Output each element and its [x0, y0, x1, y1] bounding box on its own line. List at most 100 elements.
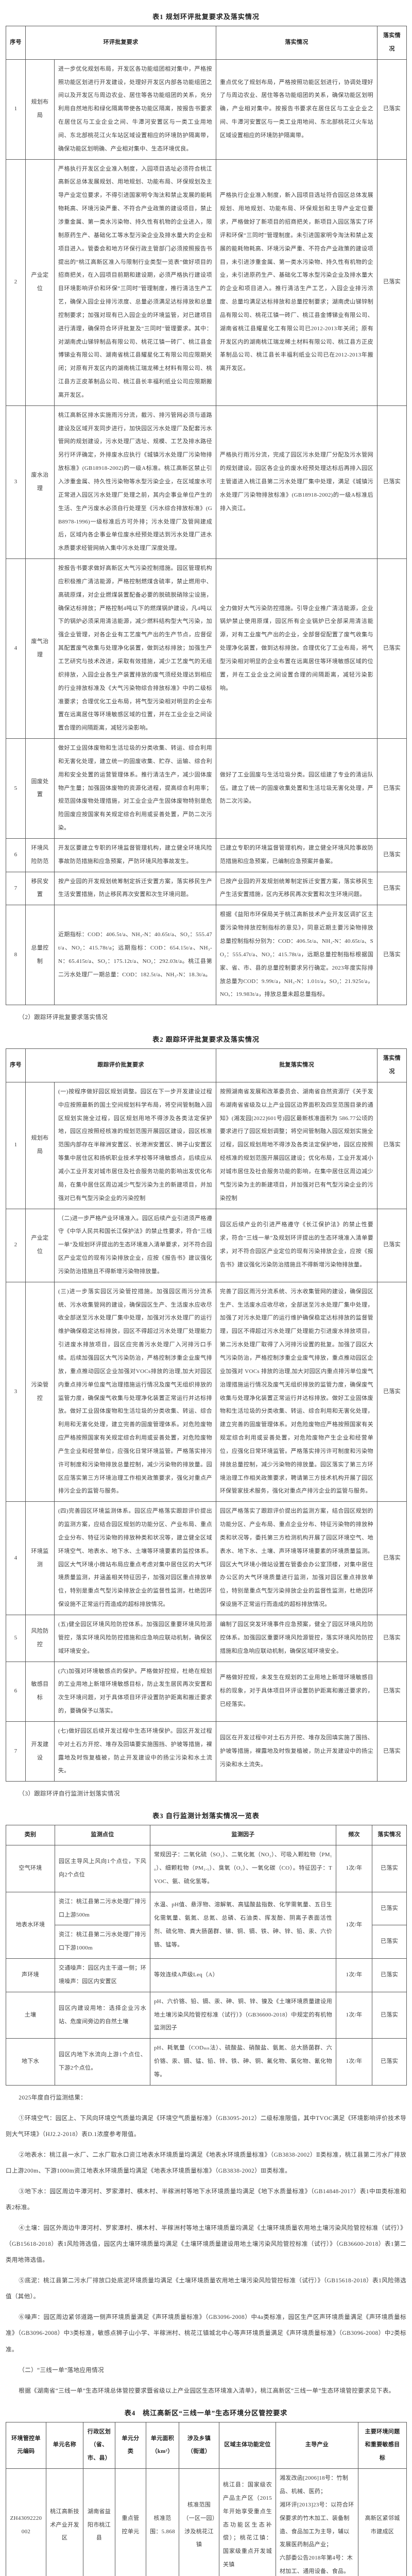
category: 空气环境 — [6, 1845, 55, 1892]
requirement: 桃江高新区排水实施雨污分流，截污、排污管网必须与道路建设及区域开发同步进行，加快… — [54, 405, 216, 560]
section-2-heading: （2）跟踪环评批复要求落实情况 — [19, 1014, 108, 1021]
category: 声环境 — [6, 1958, 55, 1992]
monitor-factor: pH、六价铬、铅、镉、汞、砷、铜、锌、镍及《土壤环境质量建设用地土壤污染风险管控… — [150, 1991, 336, 2039]
row-no: 2 — [6, 1208, 26, 1282]
implementation: 完善了园区雨污分流系统、污水收集管网的建设，确保园区生产、生活废水应收尽收，全部… — [216, 1281, 377, 1502]
table-row: 地表水环境 资江：桃江县第二污水处理厂排污口上游500m 水温、pH值、悬浮物、溶解… — [6, 1891, 407, 1959]
status: 已落实 — [377, 1501, 407, 1616]
monitor-factor: 等效连续A声级Leq（A） — [150, 1958, 336, 1992]
col-header: 落实情况 — [216, 26, 377, 60]
status: 已落实 — [372, 2038, 407, 2086]
status: 已落实 — [372, 1991, 407, 2039]
table1-title: 表1 规划环评批复要求及落实情况 — [152, 13, 260, 21]
row-no: 5 — [6, 738, 26, 839]
status: 已落实 — [377, 1615, 407, 1662]
table-3: 类别 监测点位 监测因子 频次 落实情况 空气环境 园区主导风上风向1个点位，下风向2个点位… — [6, 1825, 407, 2086]
frequency: 1次/年 — [336, 1845, 372, 1892]
table4-title: 表4 桃江高新区“三线一单”生态环境分区管控要求 — [124, 2409, 288, 2417]
implementation: 编制了园区突发环境事件应急预案，健全了园区环境风险防控体系。加强园区重要环境风险… — [216, 1615, 377, 1662]
row-no: 1 — [6, 1081, 26, 1209]
status: 已落实 — [377, 1661, 407, 1722]
unit-area: 核准范围：5.868 — [146, 2468, 179, 2576]
category: 固废处置 — [25, 738, 55, 839]
requirement: (七)做好园区后续开发过程中生态环境保护。园区开发过程中对土石方开挖、堆存及回填… — [54, 1721, 216, 1782]
monitor-result-surfacewater: ②地表水：桃江县一水厂、二水厂取水口资江地表水环境质量均满足《地表水环境质量标准… — [6, 2151, 406, 2175]
row-no: 3 — [6, 1281, 26, 1502]
col-header: 监测因子 — [150, 1825, 336, 1846]
requirement: 开发区要建立专职的环境监督管理机构，建立健全环境风险事故防范措施和应急预案，严防… — [54, 838, 216, 872]
requirement: 近期指标：COD：406.5t/a、NH₃-N：40.65t/a、SO₂：555… — [54, 905, 216, 1006]
monitor-result-heading: 2025年度自行监测结果： — [19, 2094, 87, 2101]
row-no: 6 — [6, 1661, 26, 1722]
requirement: 进一步优化规划布局，开发区各功能组团相对集中，严格按照功能区划进行开发建设，处理… — [54, 59, 216, 160]
table-1: 序号 环评批复要求 落实情况 落实情况 1 规划布局 进一步优化规划布局，开发区各功能组团相… — [6, 26, 407, 1006]
implementation: 严格执行企业准入制度，新入园项目选址符合园区总体发展规划、用地规划、功能布局、环… — [216, 159, 377, 406]
col-header: 序号 — [6, 1048, 26, 1082]
implementation: 严格执行雨污分流，完成了园区污水处理厂分配及污水管网的规划建设。园区各企业的废水… — [216, 405, 377, 560]
implementation: 园区后续产业的引进严格遵守《长江保护法》的禁止性要求，符合“三线一单”及规划环评… — [216, 1208, 377, 1282]
monitor-point: 交通噪声：园区内主干道一侧；环境噪声：园区内安置区 — [55, 1958, 150, 1992]
requirement: (三)进一步落实园区污染管控措施。加强园区雨污分流系统、污水收集管网的建设，确保… — [54, 1281, 216, 1502]
col-header: 单元名称 — [46, 2421, 83, 2469]
category: 环境监测 — [25, 1501, 55, 1616]
col-header: 单元分类 — [115, 2421, 146, 2469]
implementation: 园区严格落实了跟踪评价提出的监测方案，结合园区规划的功能分区、产业布局、重点企业… — [216, 1501, 377, 1616]
row-no: 4 — [6, 558, 26, 739]
monitor-factor: 常规因子：二氧化硫（SO₂）、二氧化氮（NO₂）、可吸入颗粒物（PM₁₀）、细颗… — [150, 1845, 336, 1892]
implementation: 严格做好控规，未发生在规划的工业用地上新增环境敏感目标的现象，对于具体项目环评设… — [216, 1661, 377, 1722]
col-header: 落实情况 — [377, 26, 407, 60]
category: 风险防控 — [25, 1615, 55, 1662]
col-header: 跟踪评价批复要求 — [25, 1048, 216, 1082]
table-row: 资江：桃江县第二污水处理厂排污口下游1000m 已落实 — [6, 1925, 407, 1959]
requirement: 做好工业固体废物和生活垃圾的分类收集、转运、综合利用和无害化处理，建立统一的固废… — [54, 738, 216, 839]
col-header: 序号 — [6, 26, 26, 60]
monitor-result-noise: ⑥噪声：园区周边紧邻道路一侧声环境质量满足《声环境质量标准》（GB3096-20… — [6, 2314, 406, 2353]
unit-name: 桃江高新技术产业开发区 — [46, 2468, 83, 2576]
monitor-result-air: ①环境空气：园区上、下风向环境空气质量均满足《环境空气质量标准》（GB3095-… — [6, 2115, 406, 2138]
status: 已落实 — [377, 738, 407, 839]
three-lines-intro: 根据《湖南省“三线一单”生态环境总体管控要求暨省级以上产业园区生态环境准入清单》… — [19, 2387, 395, 2394]
table-row: 2 产业定位 严格执行开发区企业准入制度，入园项目选址必须符合桃江高新区总体发展规划… — [6, 159, 407, 406]
monitor-point: 园区内地下水流向上游1个点位、下游2个点位。 — [55, 2038, 150, 2086]
category: 总量控制 — [25, 905, 55, 1006]
monitor-point: 园区主导风上风向1个点位，下风向2个点位 — [55, 1845, 150, 1892]
row-no: 4 — [6, 1501, 26, 1616]
implementation: 重点优化了规划布局，严格按照功能区划进行，协调处理好了与周边农业、居住等各功能组… — [216, 59, 377, 160]
col-header: 环评批复要求 — [25, 26, 216, 60]
row-no: 7 — [6, 1721, 26, 1782]
function-position: 桃江县：国家级农产品主产区（2015年开始享受重点生态功能区生态补偿）；桃花江镇… — [219, 2468, 276, 2576]
table-row: 3 废水治理 桃江高新区排水实施雨污分流，截污、排污管网必须与道路建设及区域开发同步… — [6, 405, 407, 560]
row-no: 8 — [6, 905, 26, 1006]
table-row: 6 环境风险防范 开发区要建立专职的环境监督管理机构，建立健全环境风险事故防范措施和… — [6, 838, 407, 872]
status: 已落实 — [372, 1845, 407, 1892]
implementation: 已建立专职的环境监督管理机构，建立健全环境风险事故防范措施和应急预案，已编制应急… — [216, 838, 377, 872]
row-no: 7 — [6, 871, 26, 906]
region: 湖南省益阳市桃江县 — [83, 2468, 115, 2576]
category: 环境风险防范 — [25, 838, 55, 872]
col-header: 主要环境问题和重要敏感目标 — [358, 2421, 407, 2469]
unit-code: ZH43092220002 — [6, 2468, 46, 2576]
requirement: (五)健全园区环境风险防控体系。加强园区重要环境风险源管控，落实环境风险防控措施… — [54, 1615, 216, 1662]
status: 已落实 — [377, 59, 407, 160]
monitor-factor: 水温、pH值、悬浮物、溶解氧、高锰酸盐指数、化学需氧量、五日生化需氧量、氨氮、总… — [150, 1891, 336, 1959]
category: 产业定位 — [25, 159, 55, 406]
row-no: 2 — [6, 159, 26, 406]
row-no: 6 — [6, 838, 26, 872]
frequency: 1次/年 — [336, 2038, 372, 2086]
status: 已落实 — [377, 1721, 407, 1782]
requirement: 按报告书要求做好高新区大气污染控制措施。园区管理机构应积极推广清洁能源，严格控制… — [54, 558, 216, 739]
col-header: 类别 — [6, 1825, 55, 1846]
col-header: 监测点位 — [55, 1825, 150, 1846]
table-row: 7 移民安置 按产业园的开发规划统筹制定拆迁安置方案，落实移民生产生活安置措施，防止… — [6, 871, 407, 906]
table2-title: 表2 跟踪环评批复要求及落实情况 — [152, 1036, 260, 1044]
implementation: 根据《益阳市环保局关于桃江高新技术产业开发区调扩区主要污染物排放控制指标的意见》… — [216, 905, 377, 1006]
col-header: 涉及乡镇（街道） — [179, 2421, 219, 2469]
category: 地下水 — [6, 2038, 55, 2086]
category: 废水治理 — [25, 405, 55, 560]
col-header: 频次 — [336, 1825, 372, 1846]
frequency: 1次/年 — [336, 1891, 372, 1959]
env-issue: 高新区紧邻城市建成区 — [358, 2468, 407, 2576]
monitor-point: 园区内建设用地：选择企业污水站、危废间旁边的自然土壤 — [55, 1991, 150, 2039]
table-2: 序号 跟踪评价批复要求 批复落实情况 落实情况 1 规划布局 (一)按程序做好园区规划调整。… — [6, 1048, 407, 1782]
